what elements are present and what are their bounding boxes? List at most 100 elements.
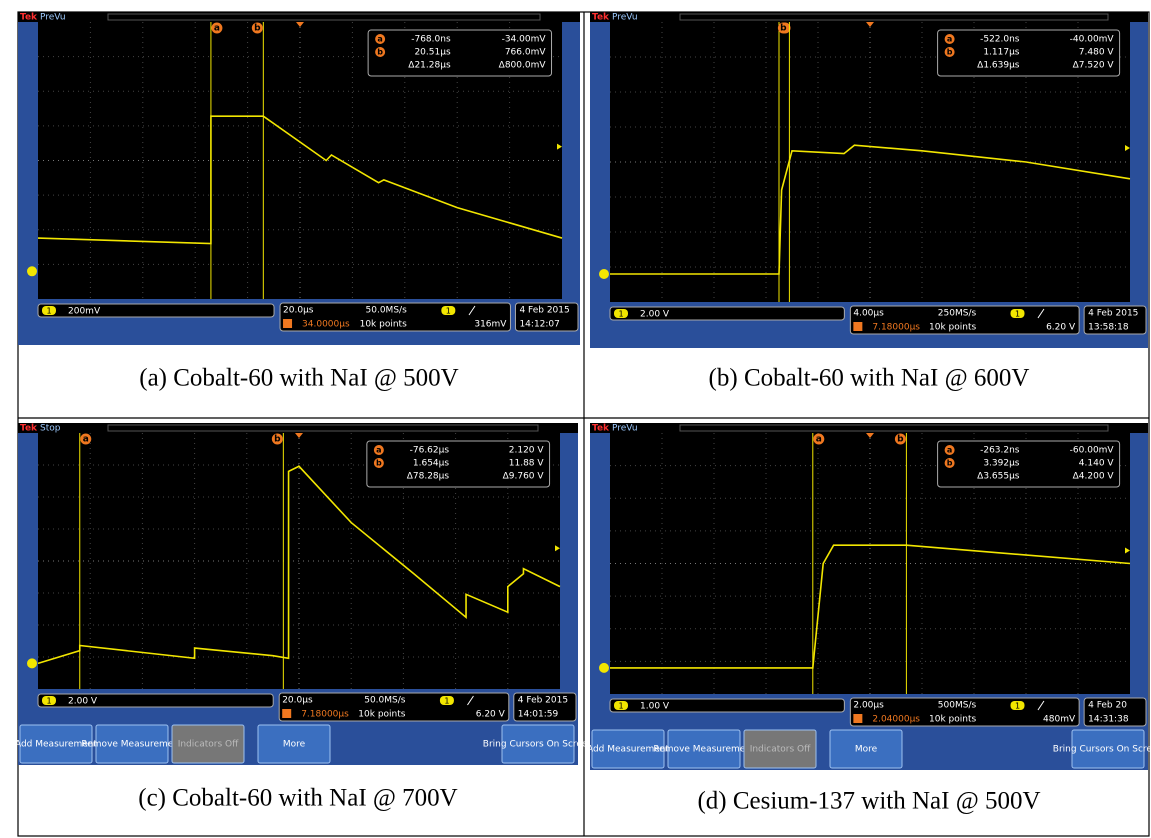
acquisition-status: PreVu bbox=[40, 13, 66, 23]
readout-voltage: -60.00mV bbox=[1070, 446, 1115, 456]
date: 4 Feb 2015 bbox=[518, 696, 568, 706]
readout-time: -76.62µs bbox=[410, 446, 450, 456]
cursor-badge-label: a bbox=[83, 435, 89, 445]
delta-voltage: Δ4.200 V bbox=[1073, 472, 1115, 482]
trigger-icon bbox=[853, 714, 862, 723]
timebase: 20.0µs bbox=[282, 696, 313, 706]
cursor-badge-label: a bbox=[214, 24, 220, 34]
date: 4 Feb 20 bbox=[1088, 701, 1127, 711]
readout-time: 3.392µs bbox=[983, 459, 1019, 469]
readout-badge-label: b bbox=[947, 459, 953, 468]
date: 4 Feb 2015 bbox=[519, 306, 569, 316]
delta-time: Δ3.655µs bbox=[977, 472, 1020, 482]
timebase: 20.0µs bbox=[283, 306, 314, 316]
trigger-icon bbox=[853, 322, 862, 331]
cursor-badge-label: b bbox=[274, 435, 281, 445]
channel-marker bbox=[599, 269, 609, 279]
trigger-level: 6.20 V bbox=[1046, 323, 1076, 333]
delta-voltage: Δ800.0mV bbox=[499, 61, 547, 71]
acquisition-status: Stop bbox=[40, 424, 61, 434]
acquisition-status: PreVu bbox=[612, 13, 638, 23]
channel-marker bbox=[27, 266, 37, 276]
brand: Tek bbox=[592, 424, 610, 434]
readout-voltage: 2.120 V bbox=[509, 446, 545, 456]
vertical-scale: 2.00 V bbox=[68, 697, 98, 707]
readout-badge-label: a bbox=[947, 35, 952, 44]
channel-number: 1 bbox=[46, 697, 51, 706]
record-length: 10k points bbox=[358, 710, 405, 720]
trigger-level: 316mV bbox=[474, 320, 507, 330]
brand: Tek bbox=[20, 13, 38, 23]
clock: 14:31:38 bbox=[1088, 715, 1129, 725]
vertical-scale: 1.00 V bbox=[640, 702, 670, 712]
trigger-icon bbox=[282, 709, 291, 718]
vertical-scale: 200mV bbox=[68, 307, 101, 317]
sample-rate: 250MS/s bbox=[938, 309, 977, 319]
readout-voltage: 7.480 V bbox=[1079, 48, 1115, 58]
delta-time: Δ1.639µs bbox=[977, 61, 1020, 71]
sample-rate: 50.0MS/s bbox=[364, 696, 406, 706]
channel-number: 1 bbox=[618, 702, 623, 711]
brand: Tek bbox=[20, 424, 38, 434]
acquisition-status: PreVu bbox=[612, 424, 638, 434]
menu-button-label: Remove Measurement bbox=[81, 740, 183, 750]
delta-voltage: Δ9.760 V bbox=[503, 472, 545, 482]
trigger-position: 34.0000µs bbox=[302, 320, 350, 330]
trigger-position: 7.18000µs bbox=[301, 710, 349, 720]
cursor-badge-label: b bbox=[254, 24, 261, 34]
oscilloscope-screen: TekPreVuaba-263.2ns-60.00mVb3.392µs4.140… bbox=[587, 423, 1151, 770]
menu-button-label: Remove Measurement bbox=[653, 745, 755, 755]
trigger-icon bbox=[283, 319, 292, 328]
clock: 14:12:07 bbox=[519, 320, 559, 330]
timebase: 2.00µs bbox=[853, 701, 884, 711]
channel-marker bbox=[599, 663, 609, 673]
readout-badge-label: b bbox=[947, 48, 953, 57]
trigger-channel: 1 bbox=[1015, 702, 1020, 711]
menu-button-label: Indicators Off bbox=[178, 740, 239, 750]
delta-time: Δ21.28µs bbox=[408, 61, 451, 71]
trigger-channel: 1 bbox=[444, 697, 449, 706]
trigger-channel: 1 bbox=[1015, 310, 1020, 319]
readout-badge-label: b bbox=[376, 459, 382, 468]
trigger-level: 480mV bbox=[1043, 715, 1076, 725]
cursor-badge-label: a bbox=[816, 435, 822, 445]
menu-button-label: Bring Cursors On Screen bbox=[483, 740, 593, 750]
clock: 14:01:59 bbox=[518, 710, 559, 720]
record-length: 10k points bbox=[360, 320, 407, 330]
caption: (d) Cesium-137 with NaI @ 500V bbox=[697, 788, 1040, 815]
oscilloscope-screen: TekPreVuaba-522.0ns-40.00mVb1.117µs7.480… bbox=[590, 12, 1148, 348]
trigger-level: 6.20 V bbox=[476, 710, 506, 720]
readout-time: -263.2ns bbox=[980, 446, 1020, 456]
delta-voltage: Δ7.520 V bbox=[1073, 61, 1115, 71]
trigger-channel: 1 bbox=[446, 307, 451, 316]
readout-time: 1.654µs bbox=[413, 459, 449, 469]
readout-badge-label: b bbox=[377, 48, 383, 57]
readout-badge-label: a bbox=[376, 446, 381, 455]
readout-time: 20.51µs bbox=[414, 48, 450, 58]
date: 4 Feb 2015 bbox=[1088, 309, 1138, 319]
caption: (c) Cobalt-60 with NaI @ 700V bbox=[138, 785, 457, 812]
delta-time: Δ78.28µs bbox=[407, 472, 450, 482]
readout-voltage: -40.00mV bbox=[1070, 35, 1115, 45]
readout-time: 1.117µs bbox=[983, 48, 1019, 58]
menu-button-label: Indicators Off bbox=[750, 745, 811, 755]
sample-rate: 500MS/s bbox=[938, 701, 977, 711]
record-length: 10k points bbox=[929, 715, 976, 725]
readout-voltage: 4.140 V bbox=[1079, 459, 1115, 469]
readout-badge-label: a bbox=[947, 446, 952, 455]
timebase: 4.00µs bbox=[853, 309, 884, 319]
record-length: 10k points bbox=[929, 323, 976, 333]
brand: Tek bbox=[592, 13, 610, 23]
readout-voltage: -34.00mV bbox=[502, 35, 547, 45]
channel-number: 1 bbox=[618, 310, 623, 319]
readout-voltage: 766.0mV bbox=[505, 48, 547, 58]
readout-time: -768.0ns bbox=[411, 35, 451, 45]
caption: (b) Cobalt-60 with NaI @ 600V bbox=[709, 365, 1030, 392]
readout-badge-label: a bbox=[377, 35, 382, 44]
cursor-badge-label: b bbox=[897, 435, 904, 445]
menu-button-label: Bring Cursors On Screen bbox=[1053, 745, 1151, 755]
clock: 13:58:18 bbox=[1088, 323, 1129, 333]
sample-rate: 50.0MS/s bbox=[366, 306, 408, 316]
figure: TekPreVuaba-768.0ns-34.00mVb20.51µs766.0… bbox=[0, 0, 1151, 838]
